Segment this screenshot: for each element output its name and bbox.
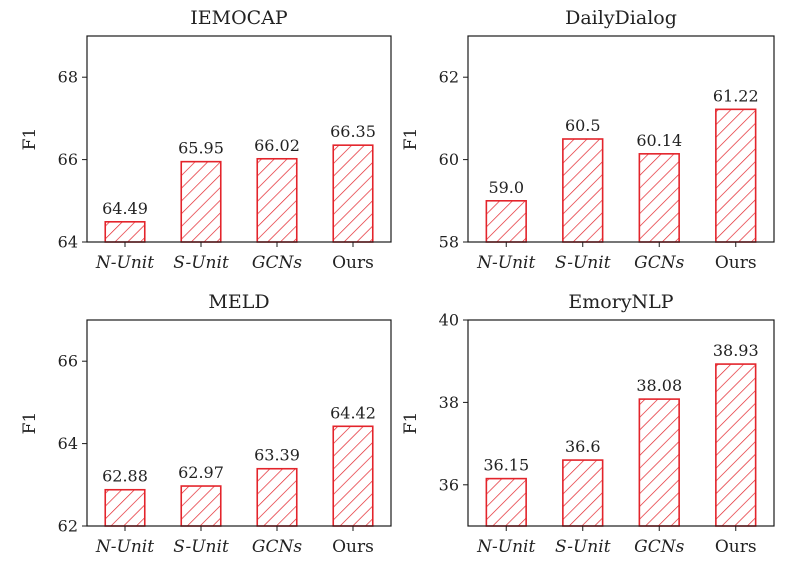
data-label: 62.97 — [178, 463, 224, 482]
y-axis-label: F1 — [20, 128, 40, 151]
y-tick-label: 64 — [58, 434, 78, 453]
y-axis-label: F1 — [20, 412, 40, 435]
plot-frame — [467, 35, 775, 243]
y-axis-label: F1 — [401, 128, 421, 151]
bar-ours — [715, 108, 757, 243]
x-tick-label: GCNs — [252, 253, 302, 273]
bar-ours — [715, 363, 757, 527]
x-tick-label: N-Unit — [95, 253, 154, 273]
bar-n-unit — [485, 477, 527, 527]
x-tick-label: Ours — [332, 537, 374, 557]
x-tick-label: Ours — [715, 537, 757, 557]
bar-n-unit — [485, 200, 527, 243]
bar-s-unit — [180, 160, 222, 243]
chart-panel-4: EmoryNLP F1 36.15 N-Unit 36.6 S-Unit 38.08 GCNs… — [401, 291, 775, 557]
y-tick-label: 66 — [58, 150, 78, 169]
y-tick-label: 66 — [58, 352, 78, 371]
chart-panel-3: MELD F1 62.88 N-Unit 62.97 S-Unit 63.39 GCNs 64.… — [20, 291, 392, 557]
y-tick-label: 40 — [439, 311, 459, 330]
data-label: 66.02 — [254, 136, 300, 155]
chart-title: MELD — [208, 291, 269, 313]
y-tick-label: 58 — [439, 233, 459, 252]
x-tick-label: GCNs — [634, 253, 684, 273]
bar-n-unit — [104, 488, 146, 527]
data-label: 38.08 — [636, 376, 682, 395]
data-label: 66.35 — [330, 122, 376, 141]
data-label: 38.93 — [713, 341, 759, 360]
bar-gcns — [256, 157, 298, 243]
chart-title: DailyDialog — [565, 7, 677, 29]
bar-n-unit — [104, 221, 146, 243]
x-tick-label: GCNs — [634, 537, 684, 557]
data-label: 61.22 — [713, 86, 759, 105]
bar-ours — [332, 425, 374, 527]
data-label: 36.15 — [483, 456, 529, 475]
y-axis-label: F1 — [401, 412, 421, 435]
y-tick-label: 62 — [58, 517, 78, 536]
y-tick-label: 68 — [58, 68, 78, 87]
y-tick-label: 62 — [439, 68, 459, 87]
data-label: 64.42 — [330, 403, 376, 422]
bar-s-unit — [562, 138, 604, 243]
x-tick-label: S-Unit — [173, 253, 229, 273]
data-label: 60.14 — [636, 131, 682, 150]
x-tick-label: S-Unit — [173, 537, 229, 557]
x-tick-label: N-Unit — [476, 253, 535, 273]
plot-frame — [86, 35, 392, 243]
x-tick-label: N-Unit — [476, 537, 535, 557]
bar-gcns — [638, 153, 680, 243]
x-tick-label: Ours — [715, 253, 757, 273]
chart-panel-2: DailyDialog F1 59.0 N-Unit 60.5 S-Unit 60.14 GC… — [401, 7, 775, 273]
data-label: 65.95 — [178, 139, 224, 158]
x-tick-label: S-Unit — [555, 537, 611, 557]
y-tick-label: 60 — [439, 150, 459, 169]
x-tick-label: S-Unit — [555, 253, 611, 273]
y-tick-label: 64 — [58, 233, 78, 252]
bar-ours — [332, 144, 374, 243]
bar-s-unit — [180, 485, 222, 527]
chart-panel-1: IEMOCAP F1 64.49 N-Unit 65.95 S-Unit 66.02 GCNs… — [20, 7, 392, 273]
bar-s-unit — [562, 459, 604, 527]
data-label: 60.5 — [565, 116, 601, 135]
x-tick-label: Ours — [332, 253, 374, 273]
x-tick-label: GCNs — [252, 537, 302, 557]
bar-gcns — [256, 467, 298, 527]
x-tick-label: N-Unit — [95, 537, 154, 557]
data-label: 64.49 — [102, 199, 148, 218]
plot-frame — [86, 319, 392, 527]
bar-gcns — [638, 398, 680, 527]
data-label: 59.0 — [488, 178, 524, 197]
chart-title: EmoryNLP — [568, 291, 673, 313]
data-label: 63.39 — [254, 446, 300, 465]
plot-frame — [467, 319, 775, 527]
y-tick-label: 36 — [439, 475, 459, 494]
chart-title: IEMOCAP — [190, 7, 288, 29]
y-tick-label: 38 — [439, 393, 459, 412]
data-label: 62.88 — [102, 467, 148, 486]
data-label: 36.6 — [565, 437, 601, 456]
